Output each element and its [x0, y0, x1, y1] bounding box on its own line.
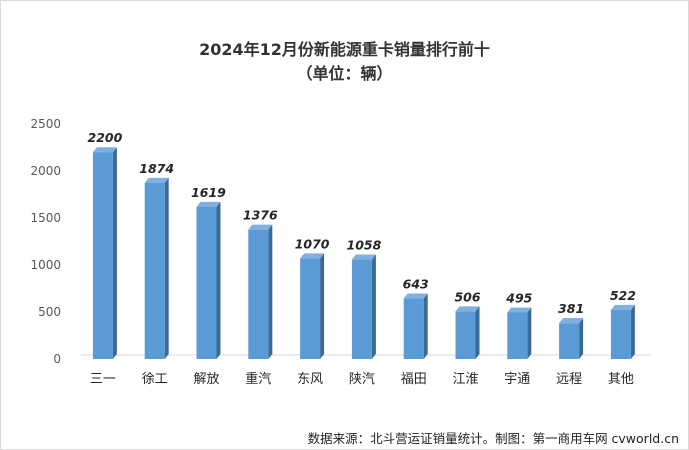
bar [300, 258, 321, 359]
bar-top [507, 307, 532, 313]
bar [248, 229, 269, 359]
bar-side [423, 293, 428, 359]
bar-side [216, 201, 221, 359]
bar-top [610, 304, 635, 310]
x-tick-label: 重汽 [245, 371, 271, 387]
bar [92, 152, 113, 359]
data-label: 1376 [243, 208, 278, 223]
bar-side [527, 307, 532, 359]
y-tick-label: 2500 [30, 117, 61, 131]
y-tick-label: 500 [38, 305, 61, 319]
data-label: 643 [403, 277, 429, 292]
x-tick-label: 江淮 [452, 372, 478, 387]
bar-side [112, 147, 117, 359]
bar-top [196, 201, 221, 207]
x-tick-label: 解放 [193, 372, 219, 387]
bar-side [320, 253, 325, 359]
x-tick-label: 徐工 [142, 372, 168, 387]
y-tick-label: 1500 [30, 211, 61, 225]
x-tick-label: 其他 [608, 372, 634, 387]
x-tick-label: 三一 [90, 372, 116, 387]
data-label: 1070 [295, 236, 330, 251]
bar [559, 323, 580, 359]
bar [144, 182, 165, 359]
bar-top [300, 253, 325, 259]
bar-side [371, 254, 376, 359]
data-label: 1619 [191, 185, 226, 200]
x-tick-label: 陕汽 [349, 372, 375, 387]
bar [507, 312, 528, 359]
bar [351, 259, 372, 359]
data-label: 522 [610, 288, 636, 303]
chart-subtitle: （单位：辆） [296, 64, 393, 83]
data-label: 495 [505, 290, 532, 305]
bar-top [455, 306, 480, 312]
x-tick-label: 福田 [401, 372, 427, 387]
x-tick-label: 远程 [556, 372, 582, 387]
x-tick-label: 东风 [297, 372, 323, 387]
bar-top [351, 254, 376, 260]
chart-title: 2024年12月份新能源重卡销量排行前十 [199, 40, 490, 59]
data-label: 381 [558, 301, 584, 316]
source-note: 数据来源：北斗营运证销量统计。制图：第一商用车网 cvworld.cn [307, 431, 679, 446]
x-tick-label: 宇通 [504, 372, 530, 387]
bar [403, 298, 424, 359]
bar-side [579, 318, 584, 359]
bar [610, 309, 631, 359]
y-tick-label: 2000 [30, 164, 61, 178]
bar-top [559, 318, 584, 324]
bar [196, 206, 217, 359]
bar-side [164, 177, 169, 359]
bar-top [403, 293, 428, 299]
bar [455, 311, 476, 359]
bar-side [630, 304, 635, 359]
bar-top [92, 147, 117, 153]
bar-top [144, 177, 169, 183]
bar-side [475, 306, 480, 359]
bar-side [268, 224, 273, 359]
data-label: 2200 [88, 130, 123, 145]
bar-top [248, 224, 273, 230]
data-label: 1058 [347, 238, 382, 253]
data-label: 506 [454, 289, 480, 304]
y-tick-label: 1000 [30, 258, 61, 272]
y-tick-label: 0 [53, 352, 61, 366]
data-label: 1874 [139, 161, 174, 176]
